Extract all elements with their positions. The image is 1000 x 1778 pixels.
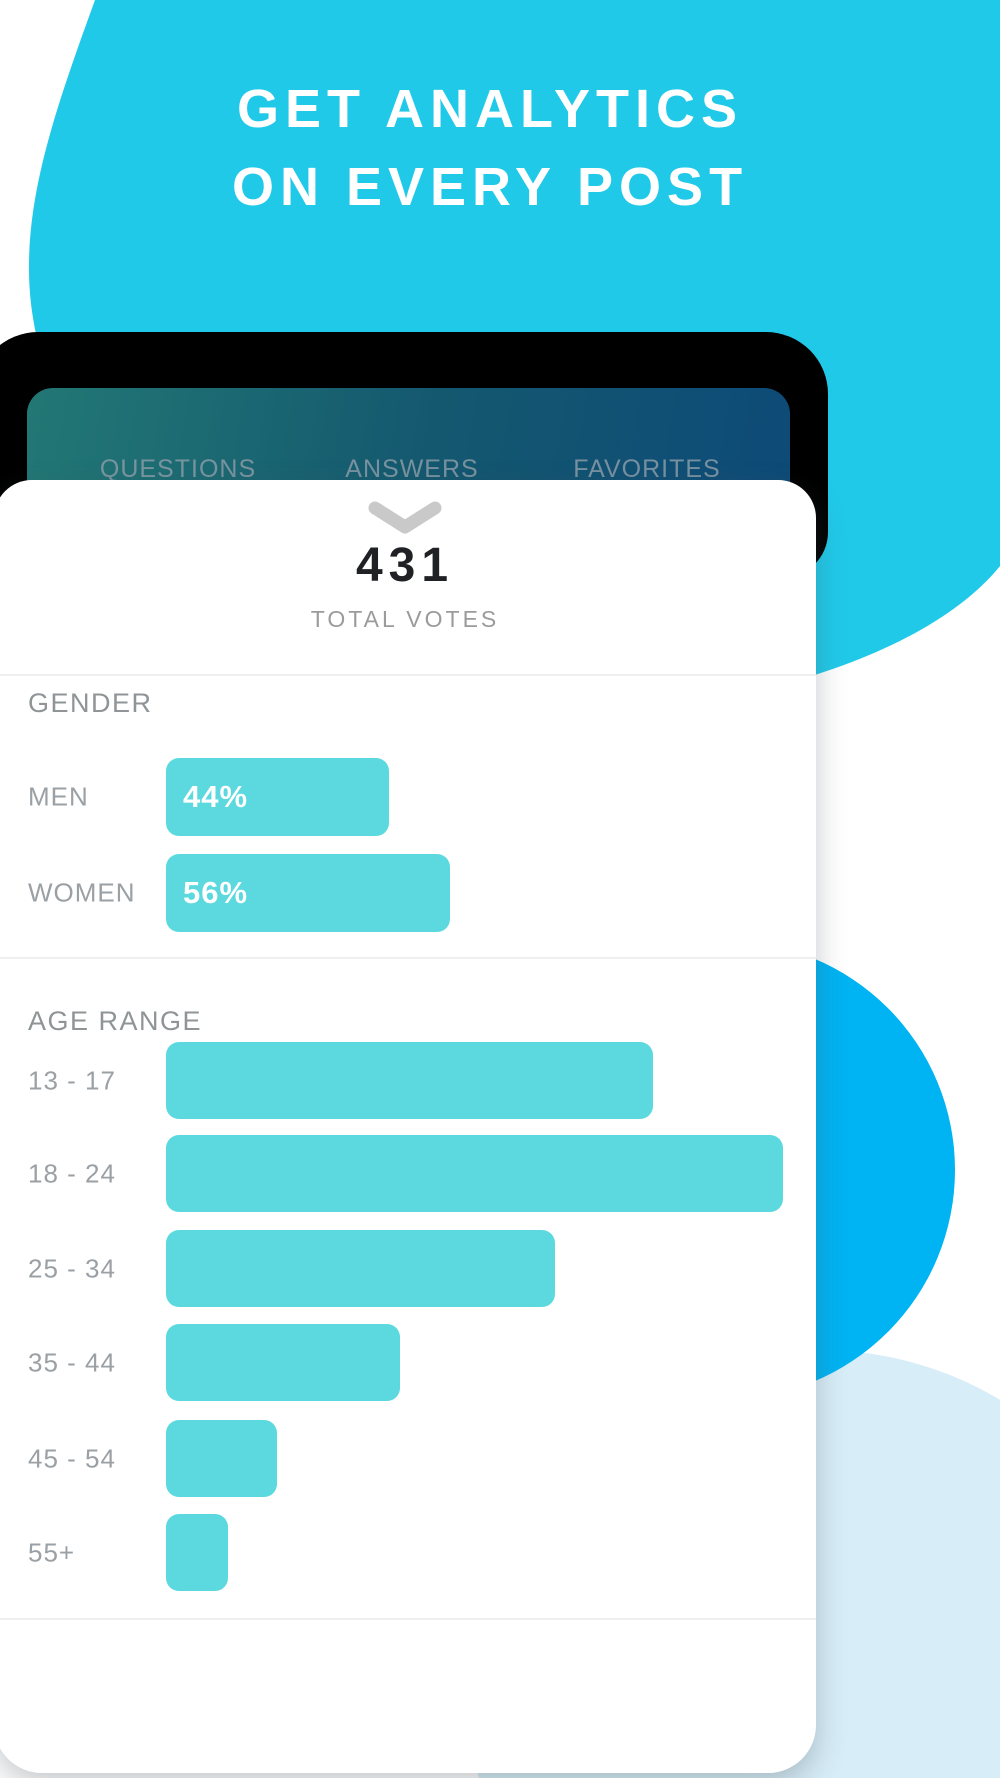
gender-section-title: GENDER xyxy=(28,688,153,718)
bar-value-label: 44% xyxy=(183,779,249,814)
age-section-title: AGE RANGE xyxy=(28,1006,203,1036)
bar xyxy=(166,1135,783,1212)
bar-row: 55+ xyxy=(0,1514,816,1591)
bar-row: MEN 44% xyxy=(0,758,816,836)
row-label: WOMEN xyxy=(28,877,136,908)
hero-title-line1: GET ANALYTICS xyxy=(236,79,744,139)
row-label: 45 - 54 xyxy=(28,1443,116,1473)
bar-row: 45 - 54 xyxy=(0,1420,816,1497)
bar xyxy=(166,1420,277,1497)
bar-row: WOMEN 56% xyxy=(0,854,816,932)
row-label: 18 - 24 xyxy=(28,1158,116,1188)
section-divider xyxy=(0,957,816,959)
section-divider xyxy=(0,1618,816,1620)
tab-questions[interactable]: QUESTIONS xyxy=(99,455,257,483)
bar-value-label: 56% xyxy=(183,875,249,910)
hero-title: GET ANALYTICS ON EVERY POST xyxy=(140,70,840,226)
bar-row: 18 - 24 xyxy=(0,1135,816,1212)
bar: 56% xyxy=(166,854,450,932)
tab-favorites[interactable]: FAVORITES xyxy=(573,455,721,483)
bar: 44% xyxy=(166,758,389,836)
row-label: MEN xyxy=(28,781,89,812)
bar-row: 35 - 44 xyxy=(0,1324,816,1401)
total-votes-label: TOTAL VOTES xyxy=(310,606,500,632)
bar xyxy=(166,1042,653,1119)
row-label: 25 - 34 xyxy=(28,1253,116,1283)
section-divider xyxy=(0,674,816,676)
hero-title-line2: ON EVERY POST xyxy=(231,157,749,217)
chevron-down-icon[interactable] xyxy=(367,500,443,536)
bar xyxy=(166,1230,555,1307)
row-label: 13 - 17 xyxy=(28,1065,116,1095)
row-label: 35 - 44 xyxy=(28,1347,116,1377)
bar-row: 25 - 34 xyxy=(0,1230,816,1307)
bar-row: 13 - 17 xyxy=(0,1042,816,1119)
results-sheet: 431 TOTAL VOTES GENDER MEN 44% WOMEN 56% AG… xyxy=(0,480,816,1773)
bar xyxy=(166,1514,228,1591)
tab-answers[interactable]: ANSWERS xyxy=(345,455,479,483)
row-label: 55+ xyxy=(28,1537,76,1567)
total-votes-value: 431 xyxy=(355,539,455,592)
bar xyxy=(166,1324,400,1401)
